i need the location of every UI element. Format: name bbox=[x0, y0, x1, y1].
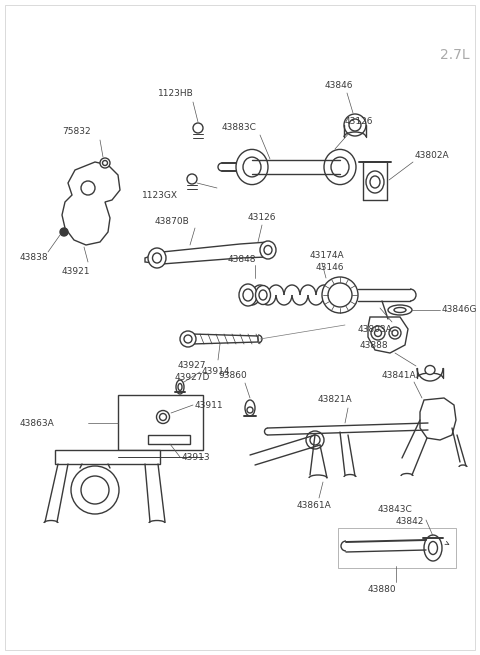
Text: 43861A: 43861A bbox=[297, 500, 332, 510]
Bar bbox=[148, 435, 190, 444]
Text: 43927: 43927 bbox=[178, 362, 206, 371]
Text: 1123GX: 1123GX bbox=[142, 191, 178, 200]
Text: 1123HB: 1123HB bbox=[158, 90, 194, 98]
Text: 43126: 43126 bbox=[248, 214, 276, 223]
Circle shape bbox=[60, 228, 68, 236]
Text: 75832: 75832 bbox=[62, 128, 91, 136]
Ellipse shape bbox=[264, 246, 272, 255]
Ellipse shape bbox=[366, 171, 384, 193]
Ellipse shape bbox=[429, 542, 437, 555]
Circle shape bbox=[81, 476, 109, 504]
Polygon shape bbox=[420, 398, 456, 440]
Text: 43838: 43838 bbox=[20, 253, 48, 263]
Text: 43802A: 43802A bbox=[415, 151, 450, 160]
Text: 93860: 93860 bbox=[218, 371, 247, 379]
Ellipse shape bbox=[344, 114, 366, 136]
Text: 43842: 43842 bbox=[396, 517, 424, 527]
Text: 43843C: 43843C bbox=[378, 506, 413, 514]
Bar bbox=[338, 528, 456, 568]
Text: 43174A: 43174A bbox=[310, 252, 345, 261]
Ellipse shape bbox=[424, 535, 442, 561]
Ellipse shape bbox=[103, 160, 108, 166]
Polygon shape bbox=[192, 334, 258, 344]
Circle shape bbox=[328, 283, 352, 307]
Ellipse shape bbox=[148, 248, 166, 268]
Circle shape bbox=[193, 123, 203, 133]
Text: 43914: 43914 bbox=[202, 367, 230, 377]
Text: 43921: 43921 bbox=[62, 267, 91, 276]
Circle shape bbox=[180, 331, 196, 347]
Circle shape bbox=[187, 174, 197, 184]
Circle shape bbox=[306, 431, 324, 449]
Circle shape bbox=[81, 181, 95, 195]
Text: 43913: 43913 bbox=[182, 453, 211, 462]
Ellipse shape bbox=[324, 149, 356, 185]
Text: 43841A: 43841A bbox=[382, 371, 417, 379]
Ellipse shape bbox=[100, 158, 110, 168]
Circle shape bbox=[71, 466, 119, 514]
Ellipse shape bbox=[392, 330, 398, 336]
Text: 43870B: 43870B bbox=[155, 217, 190, 227]
Ellipse shape bbox=[247, 407, 253, 413]
Text: 43911: 43911 bbox=[195, 400, 224, 409]
Ellipse shape bbox=[156, 411, 169, 424]
Bar bbox=[55, 450, 160, 464]
Ellipse shape bbox=[245, 400, 255, 416]
Ellipse shape bbox=[374, 329, 382, 337]
Text: 43888: 43888 bbox=[360, 341, 389, 350]
Circle shape bbox=[184, 335, 192, 343]
Ellipse shape bbox=[388, 305, 412, 315]
Circle shape bbox=[322, 277, 358, 313]
Polygon shape bbox=[145, 242, 272, 264]
Ellipse shape bbox=[153, 253, 161, 263]
Text: 43927D: 43927D bbox=[175, 373, 210, 383]
Ellipse shape bbox=[389, 327, 401, 339]
Ellipse shape bbox=[259, 290, 267, 300]
Text: 43848: 43848 bbox=[228, 255, 256, 265]
Ellipse shape bbox=[425, 365, 435, 375]
Ellipse shape bbox=[371, 326, 385, 340]
Polygon shape bbox=[62, 162, 120, 245]
Ellipse shape bbox=[394, 307, 406, 312]
Ellipse shape bbox=[370, 176, 380, 188]
Text: 43880: 43880 bbox=[368, 586, 396, 595]
Ellipse shape bbox=[236, 149, 268, 185]
Text: 43126: 43126 bbox=[345, 117, 373, 126]
Ellipse shape bbox=[331, 157, 349, 177]
Ellipse shape bbox=[239, 284, 257, 306]
Ellipse shape bbox=[176, 380, 184, 394]
Circle shape bbox=[310, 435, 320, 445]
Ellipse shape bbox=[255, 286, 271, 305]
Text: 43863A: 43863A bbox=[20, 419, 55, 428]
Text: 43803A: 43803A bbox=[358, 326, 393, 335]
Text: 43846: 43846 bbox=[325, 81, 353, 90]
Ellipse shape bbox=[349, 119, 361, 131]
Text: 43146: 43146 bbox=[316, 263, 345, 272]
Ellipse shape bbox=[243, 157, 261, 177]
Polygon shape bbox=[368, 317, 408, 353]
Text: 43846G: 43846G bbox=[442, 305, 478, 314]
Text: 2.7L: 2.7L bbox=[440, 48, 469, 62]
Bar bbox=[118, 395, 203, 450]
Ellipse shape bbox=[260, 241, 276, 259]
Ellipse shape bbox=[243, 289, 253, 301]
Ellipse shape bbox=[159, 413, 167, 421]
Text: 43883C: 43883C bbox=[222, 122, 257, 132]
Ellipse shape bbox=[178, 383, 182, 390]
Text: 43821A: 43821A bbox=[318, 396, 353, 405]
